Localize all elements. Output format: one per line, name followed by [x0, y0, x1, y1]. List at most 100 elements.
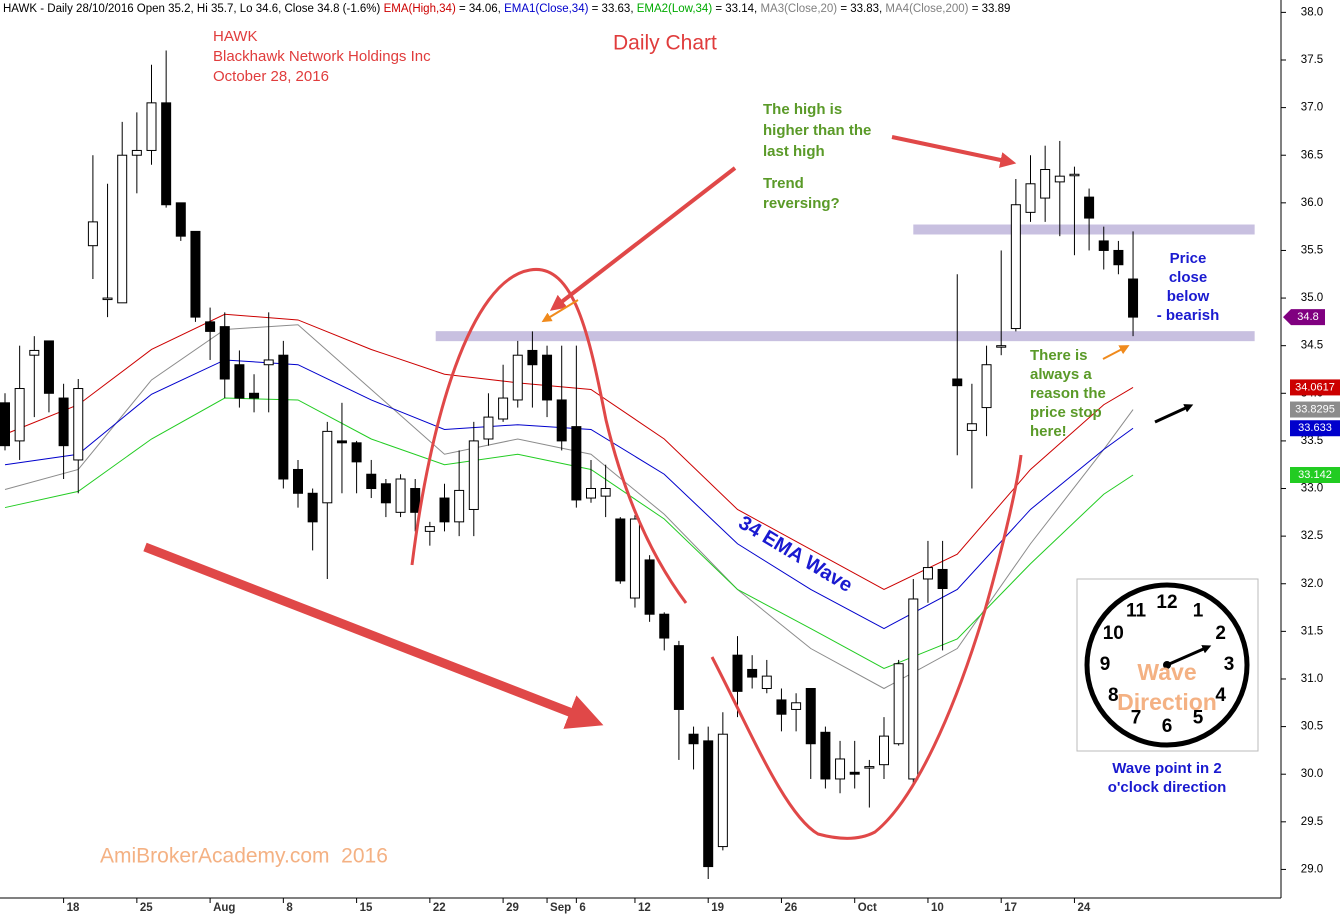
arrow: [1102, 345, 1130, 360]
candle-body: [1084, 196, 1095, 219]
arrow: [891, 135, 1017, 168]
clock-number: 9: [1100, 654, 1111, 675]
x-tick-label: 25: [140, 902, 153, 914]
y-tick-label: 29.0: [1301, 863, 1323, 875]
candle-body: [1113, 249, 1124, 266]
level-band: [913, 224, 1255, 235]
value-badge: [1290, 401, 1340, 418]
candle-body: [908, 598, 919, 780]
y-tick-label: 30.5: [1301, 721, 1323, 733]
y-tick-label: 35.0: [1301, 292, 1323, 304]
header-part: = 33.14,: [712, 3, 760, 15]
y-tick-label: 33.5: [1301, 435, 1323, 447]
candle-body: [336, 440, 347, 444]
header-part: MA3(Close,20): [760, 3, 837, 15]
clock-number: 6: [1162, 716, 1173, 737]
annotation: close: [1169, 269, 1207, 286]
candle-body: [117, 154, 128, 304]
x-tick-label: Aug: [213, 902, 235, 914]
x-tick-label: 17: [1004, 902, 1017, 914]
y-tick-label: 37.0: [1301, 102, 1323, 114]
annotation: October 28, 2016: [213, 68, 329, 85]
y-tick-label: 36.0: [1301, 197, 1323, 209]
candle-body: [864, 766, 875, 769]
close-badge: [1283, 309, 1325, 326]
header-part: HAWK - Daily 28/10/2016 Open 35.2, Hi 35…: [3, 3, 384, 15]
value-badge: [1290, 379, 1340, 396]
arrow: [541, 299, 579, 323]
candle-body: [996, 345, 1007, 348]
level-band: [435, 331, 1255, 342]
candle-body: [483, 416, 494, 440]
clock-caption: Direction: [1117, 689, 1217, 715]
header-part: EMA1(Close,34): [504, 3, 589, 15]
candle-body: [439, 497, 450, 523]
candle-body: [879, 735, 889, 766]
annotation: Trend: [763, 175, 804, 192]
candle-body: [146, 102, 157, 151]
annotation: here!: [1030, 423, 1067, 440]
arrow: [549, 166, 737, 311]
annotation: - bearish: [1157, 307, 1220, 324]
labels: HAWK - Daily 28/10/2016 Open 35.2, Hi 35…: [3, 3, 1340, 914]
clock-number: 12: [1156, 592, 1177, 613]
annotation: AmiBrokerAcademy.com 2016: [100, 845, 388, 868]
arrow: [1154, 404, 1194, 424]
candle-body: [351, 442, 362, 463]
candle-body: [1054, 175, 1065, 183]
candle-body: [747, 668, 758, 678]
candle-body: [688, 733, 699, 745]
candle-body: [1010, 204, 1021, 330]
clock-number: 8: [1108, 685, 1119, 706]
candle-body: [73, 388, 84, 461]
candle-body: [703, 740, 714, 868]
clock-number: 1: [1193, 600, 1204, 621]
y-tick-label: 34.5: [1301, 340, 1323, 352]
indicator-line: [4, 359, 1134, 630]
candle-body: [498, 397, 509, 420]
candle-body: [0, 402, 10, 447]
candle-body: [820, 731, 831, 780]
candle-body: [791, 702, 802, 710]
candle-body: [102, 297, 113, 301]
arrow: [143, 542, 604, 729]
candle-body: [205, 321, 216, 332]
candle-body: [512, 354, 523, 401]
plot-area: [0, 0, 1281, 898]
x-tick-label: 10: [931, 902, 944, 914]
candle-body: [966, 423, 977, 431]
candle-body: [893, 663, 904, 745]
header-part: = 33.89: [969, 3, 1011, 15]
candle-body: [732, 654, 743, 692]
y-tick-label: 30.0: [1301, 768, 1323, 780]
candle-body: [761, 675, 772, 689]
value-badge: [1290, 420, 1340, 437]
annotation: The high is: [763, 101, 842, 118]
candle-body: [805, 687, 816, 745]
x-tick-label: 6: [579, 902, 585, 914]
candle-body: [717, 733, 728, 848]
value-badge-label: 33.142: [1298, 469, 1332, 481]
clock-hand: [1166, 645, 1212, 667]
header: HAWK - Daily 28/10/2016 Open 35.2, Hi 35…: [3, 3, 1010, 15]
value-badge: [1290, 466, 1340, 483]
candle-body: [981, 364, 992, 409]
annotation: below: [1167, 288, 1210, 305]
candle-body: [615, 518, 626, 582]
x-tick-label: 26: [784, 902, 797, 914]
clock-number: 11: [1126, 600, 1147, 621]
x-tick-label: Sep: [550, 902, 571, 914]
candle-body: [600, 488, 611, 497]
annotation: Wave point in 2: [1112, 760, 1221, 777]
candle-body: [161, 102, 172, 206]
y-tick-label: 29.5: [1301, 816, 1323, 828]
y-tick-label: 32.0: [1301, 578, 1323, 590]
candle-body: [556, 399, 567, 442]
candle-body: [1040, 169, 1051, 199]
annotation: reason the: [1030, 385, 1106, 402]
clock-caption: Wave: [1137, 659, 1196, 685]
close-badge-label: 34.8: [1297, 311, 1318, 323]
candle-body: [571, 426, 582, 501]
candle-body: [849, 771, 860, 775]
